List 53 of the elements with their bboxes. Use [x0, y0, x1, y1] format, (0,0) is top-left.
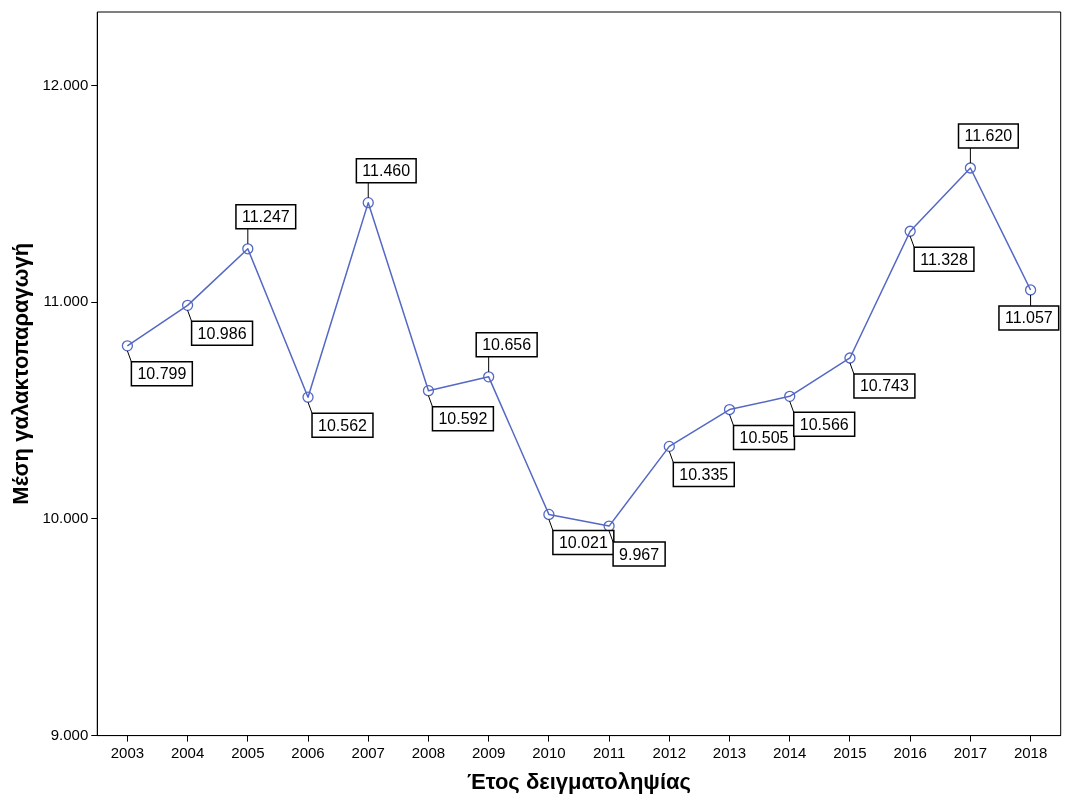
x-tick-label: 2014	[773, 743, 807, 761]
point	[543, 508, 555, 521]
y-tick-label: 11.000	[43, 292, 89, 310]
data-label: 11.247	[241, 208, 290, 226]
point	[181, 299, 194, 311]
data-label: 10.505	[739, 428, 789, 446]
data-label: 10.592	[438, 410, 488, 428]
data-label: 10.656	[482, 336, 532, 354]
point	[483, 371, 495, 383]
data-label: 11.620	[964, 127, 1013, 145]
data-label: 11.057	[1004, 309, 1053, 327]
point	[1024, 284, 1037, 296]
x-tick-label: 2016	[893, 743, 927, 761]
data-label: 9.967	[619, 545, 660, 563]
point	[784, 390, 796, 402]
data-label: 10.986	[197, 324, 247, 342]
x-tick-label: 2005	[231, 743, 265, 761]
point	[302, 391, 314, 403]
point	[422, 385, 435, 397]
x-tick-label: 2015	[833, 743, 867, 761]
x-tick-label: 2004	[170, 743, 205, 761]
point	[242, 243, 254, 255]
x-tick-label: 2017	[953, 743, 988, 761]
x-tick-label: 2012	[652, 743, 686, 761]
x-tick-label: 2013	[712, 743, 747, 761]
x-tick-label: 2011	[592, 743, 626, 761]
data-label: 10.335	[679, 465, 729, 483]
point	[121, 340, 134, 352]
point	[964, 162, 977, 174]
x-tick-label: 2007	[351, 743, 385, 761]
x-tick-label: 2009	[471, 743, 506, 761]
point	[362, 197, 374, 209]
data-label: 11.328	[920, 250, 969, 268]
x-tick-label: 2006	[291, 743, 325, 761]
data-label: 10.799	[137, 365, 187, 383]
data-label: 10.743	[859, 377, 909, 395]
x-tick-label: 2008	[411, 743, 446, 761]
data-label: 10.021	[558, 533, 608, 551]
point	[663, 440, 675, 453]
y-tick-label: 9.000	[50, 725, 89, 743]
x-tick-label: 2010	[532, 743, 566, 761]
point	[844, 352, 856, 364]
y-tick-label: 10.000	[42, 509, 89, 527]
point	[904, 225, 916, 237]
y-tick-label: 12.000	[42, 75, 89, 93]
y-axis-title: Μέση γαλακτοπαραγωγή	[8, 242, 34, 505]
data-label: 10.566	[799, 415, 849, 433]
x-tick-label: 2018	[1013, 743, 1048, 761]
data-label: 11.460	[362, 162, 411, 180]
x-tick-label: 2003	[110, 743, 145, 761]
data-label: 10.562	[318, 416, 368, 434]
point	[723, 403, 736, 416]
x-axis-title: Έτος δειγματοληψίας	[466, 768, 692, 794]
